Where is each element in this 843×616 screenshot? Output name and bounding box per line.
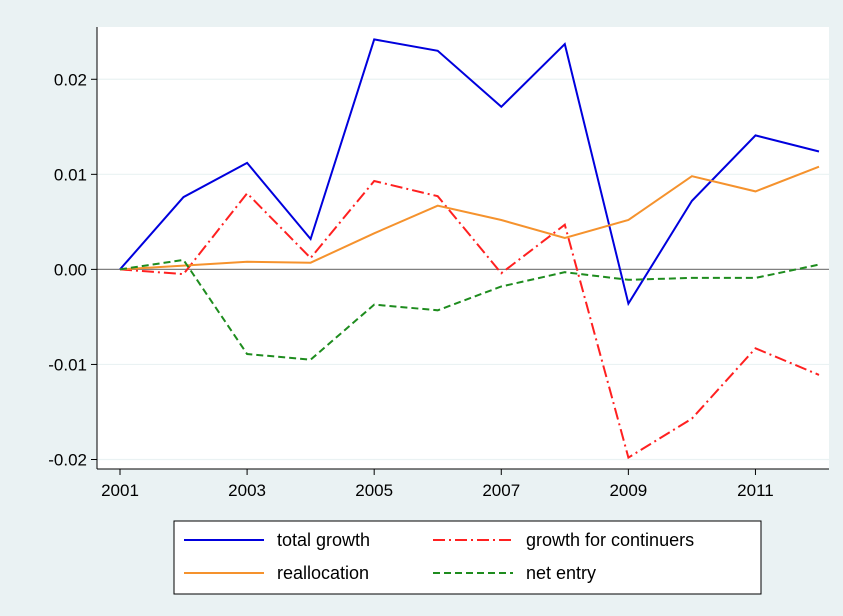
x-tick-label: 2005 — [355, 481, 393, 500]
series-line-net-entry — [119, 258, 820, 361]
legend-label-reallocation: reallocation — [277, 563, 369, 583]
legend-label-total-growth: total growth — [277, 530, 370, 550]
legend-box — [173, 520, 762, 595]
x-tick-label: 2001 — [101, 481, 139, 500]
plot-area — [97, 27, 829, 469]
series-lines — [119, 38, 820, 460]
series-line-reallocation — [119, 165, 820, 271]
x-tick-label: 2009 — [609, 481, 647, 500]
legend-label-net-entry: net entry — [526, 563, 596, 583]
series-line-total-growth — [119, 38, 820, 307]
y-tick-label: 0.01 — [54, 165, 87, 184]
gridlines — [97, 78, 829, 461]
y-tick-label: 0.00 — [54, 260, 87, 279]
x-tick-label: 2011 — [737, 481, 774, 500]
x-tick-label: 2003 — [228, 481, 266, 500]
series-line-growth-for-continuers — [119, 179, 820, 460]
x-tick-label: 2007 — [482, 481, 520, 500]
legend-label-growth-for-continuers: growth for continuers — [526, 530, 694, 550]
x-axis-ticks: 2001 2003 2005 2007 2009 2011 — [101, 469, 774, 500]
axes — [96, 27, 829, 470]
y-tick-label: 0.02 — [54, 70, 87, 89]
y-axis-ticks: -0.02 -0.01 0.00 0.01 0.02 — [48, 70, 97, 469]
y-tick-label: -0.01 — [48, 355, 87, 374]
y-tick-label: -0.02 — [48, 450, 87, 469]
legend: total growth growth for continuers realloc… — [173, 520, 762, 595]
